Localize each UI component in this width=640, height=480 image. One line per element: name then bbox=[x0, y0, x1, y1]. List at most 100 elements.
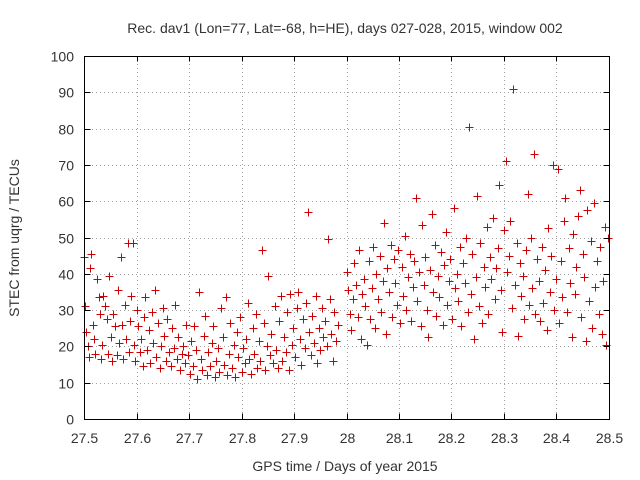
data-point bbox=[301, 344, 310, 353]
data-point bbox=[465, 123, 474, 132]
data-point bbox=[277, 292, 286, 301]
data-point bbox=[558, 293, 567, 302]
data-point bbox=[492, 264, 501, 273]
data-point bbox=[119, 355, 128, 364]
data-point bbox=[234, 353, 243, 362]
data-point bbox=[593, 257, 602, 266]
data-point bbox=[596, 243, 605, 252]
data-point bbox=[398, 263, 407, 272]
data-point bbox=[307, 351, 316, 360]
data-point bbox=[524, 190, 533, 199]
data-point bbox=[263, 342, 272, 351]
data-point bbox=[476, 239, 485, 248]
data-point bbox=[555, 319, 564, 328]
data-point bbox=[344, 286, 353, 295]
data-point bbox=[445, 277, 454, 286]
data-point bbox=[497, 286, 506, 295]
data-point bbox=[440, 261, 449, 270]
data-point bbox=[442, 228, 451, 237]
data-point bbox=[190, 322, 199, 331]
data-point bbox=[130, 341, 139, 350]
data-point bbox=[462, 234, 471, 243]
data-point bbox=[349, 295, 358, 304]
data-point bbox=[406, 250, 415, 259]
data-point bbox=[255, 337, 264, 346]
data-point bbox=[591, 283, 600, 292]
data-point bbox=[217, 304, 226, 313]
data-point bbox=[546, 288, 555, 297]
data-point bbox=[258, 246, 267, 255]
data-point bbox=[209, 322, 218, 331]
data-point bbox=[95, 293, 104, 302]
x-tick-label: 27.8 bbox=[229, 430, 256, 446]
data-point bbox=[533, 255, 542, 264]
data-point bbox=[382, 330, 391, 339]
data-point bbox=[192, 346, 201, 355]
data-point bbox=[428, 210, 437, 219]
data-point bbox=[91, 350, 100, 359]
data-point bbox=[376, 252, 385, 261]
data-point bbox=[226, 319, 235, 328]
data-point bbox=[544, 224, 553, 233]
data-point bbox=[396, 319, 405, 328]
data-point bbox=[498, 328, 507, 337]
data-point bbox=[107, 333, 116, 342]
data-point bbox=[535, 277, 544, 286]
data-point bbox=[313, 359, 322, 368]
x-tick-label: 28.5 bbox=[596, 430, 623, 446]
data-point bbox=[261, 366, 270, 375]
data-point bbox=[595, 310, 604, 319]
data-point bbox=[272, 346, 281, 355]
data-point bbox=[588, 324, 597, 333]
data-point bbox=[450, 204, 459, 213]
data-point bbox=[481, 283, 490, 292]
data-point bbox=[289, 324, 298, 333]
data-point bbox=[271, 302, 280, 311]
data-point bbox=[85, 353, 94, 362]
data-point bbox=[390, 255, 399, 264]
data-points bbox=[80, 85, 613, 384]
data-point bbox=[379, 277, 388, 286]
data-point bbox=[461, 279, 470, 288]
data-point bbox=[174, 333, 183, 342]
data-point bbox=[511, 281, 520, 290]
y-tick-label: 70 bbox=[58, 158, 74, 174]
data-point bbox=[266, 351, 275, 360]
data-point bbox=[491, 295, 500, 304]
x-tick-label: 27.5 bbox=[71, 430, 98, 446]
data-point bbox=[569, 230, 578, 239]
data-point bbox=[387, 241, 396, 250]
data-point bbox=[86, 264, 95, 273]
data-point bbox=[525, 301, 534, 310]
data-point bbox=[280, 333, 289, 342]
data-point bbox=[527, 234, 536, 243]
data-point bbox=[536, 317, 545, 326]
data-point bbox=[456, 243, 465, 252]
data-point bbox=[580, 273, 589, 282]
data-point bbox=[129, 239, 138, 248]
data-point bbox=[151, 286, 160, 295]
data-point bbox=[168, 324, 177, 333]
data-point bbox=[439, 321, 448, 330]
data-point bbox=[413, 297, 422, 306]
data-point bbox=[528, 284, 537, 293]
data-point bbox=[426, 266, 435, 275]
data-point bbox=[435, 293, 444, 302]
data-point bbox=[329, 357, 338, 366]
data-point bbox=[572, 263, 581, 272]
data-point bbox=[484, 310, 493, 319]
data-point bbox=[538, 243, 547, 252]
data-point bbox=[131, 357, 140, 366]
data-point bbox=[519, 272, 528, 281]
data-point bbox=[468, 250, 477, 259]
data-point bbox=[601, 223, 610, 232]
data-point bbox=[299, 315, 308, 324]
data-point bbox=[163, 315, 172, 324]
data-point bbox=[478, 319, 487, 328]
data-point bbox=[448, 315, 457, 324]
data-point bbox=[173, 355, 182, 364]
data-point bbox=[81, 302, 90, 311]
data-point bbox=[412, 194, 421, 203]
data-point bbox=[453, 270, 462, 279]
